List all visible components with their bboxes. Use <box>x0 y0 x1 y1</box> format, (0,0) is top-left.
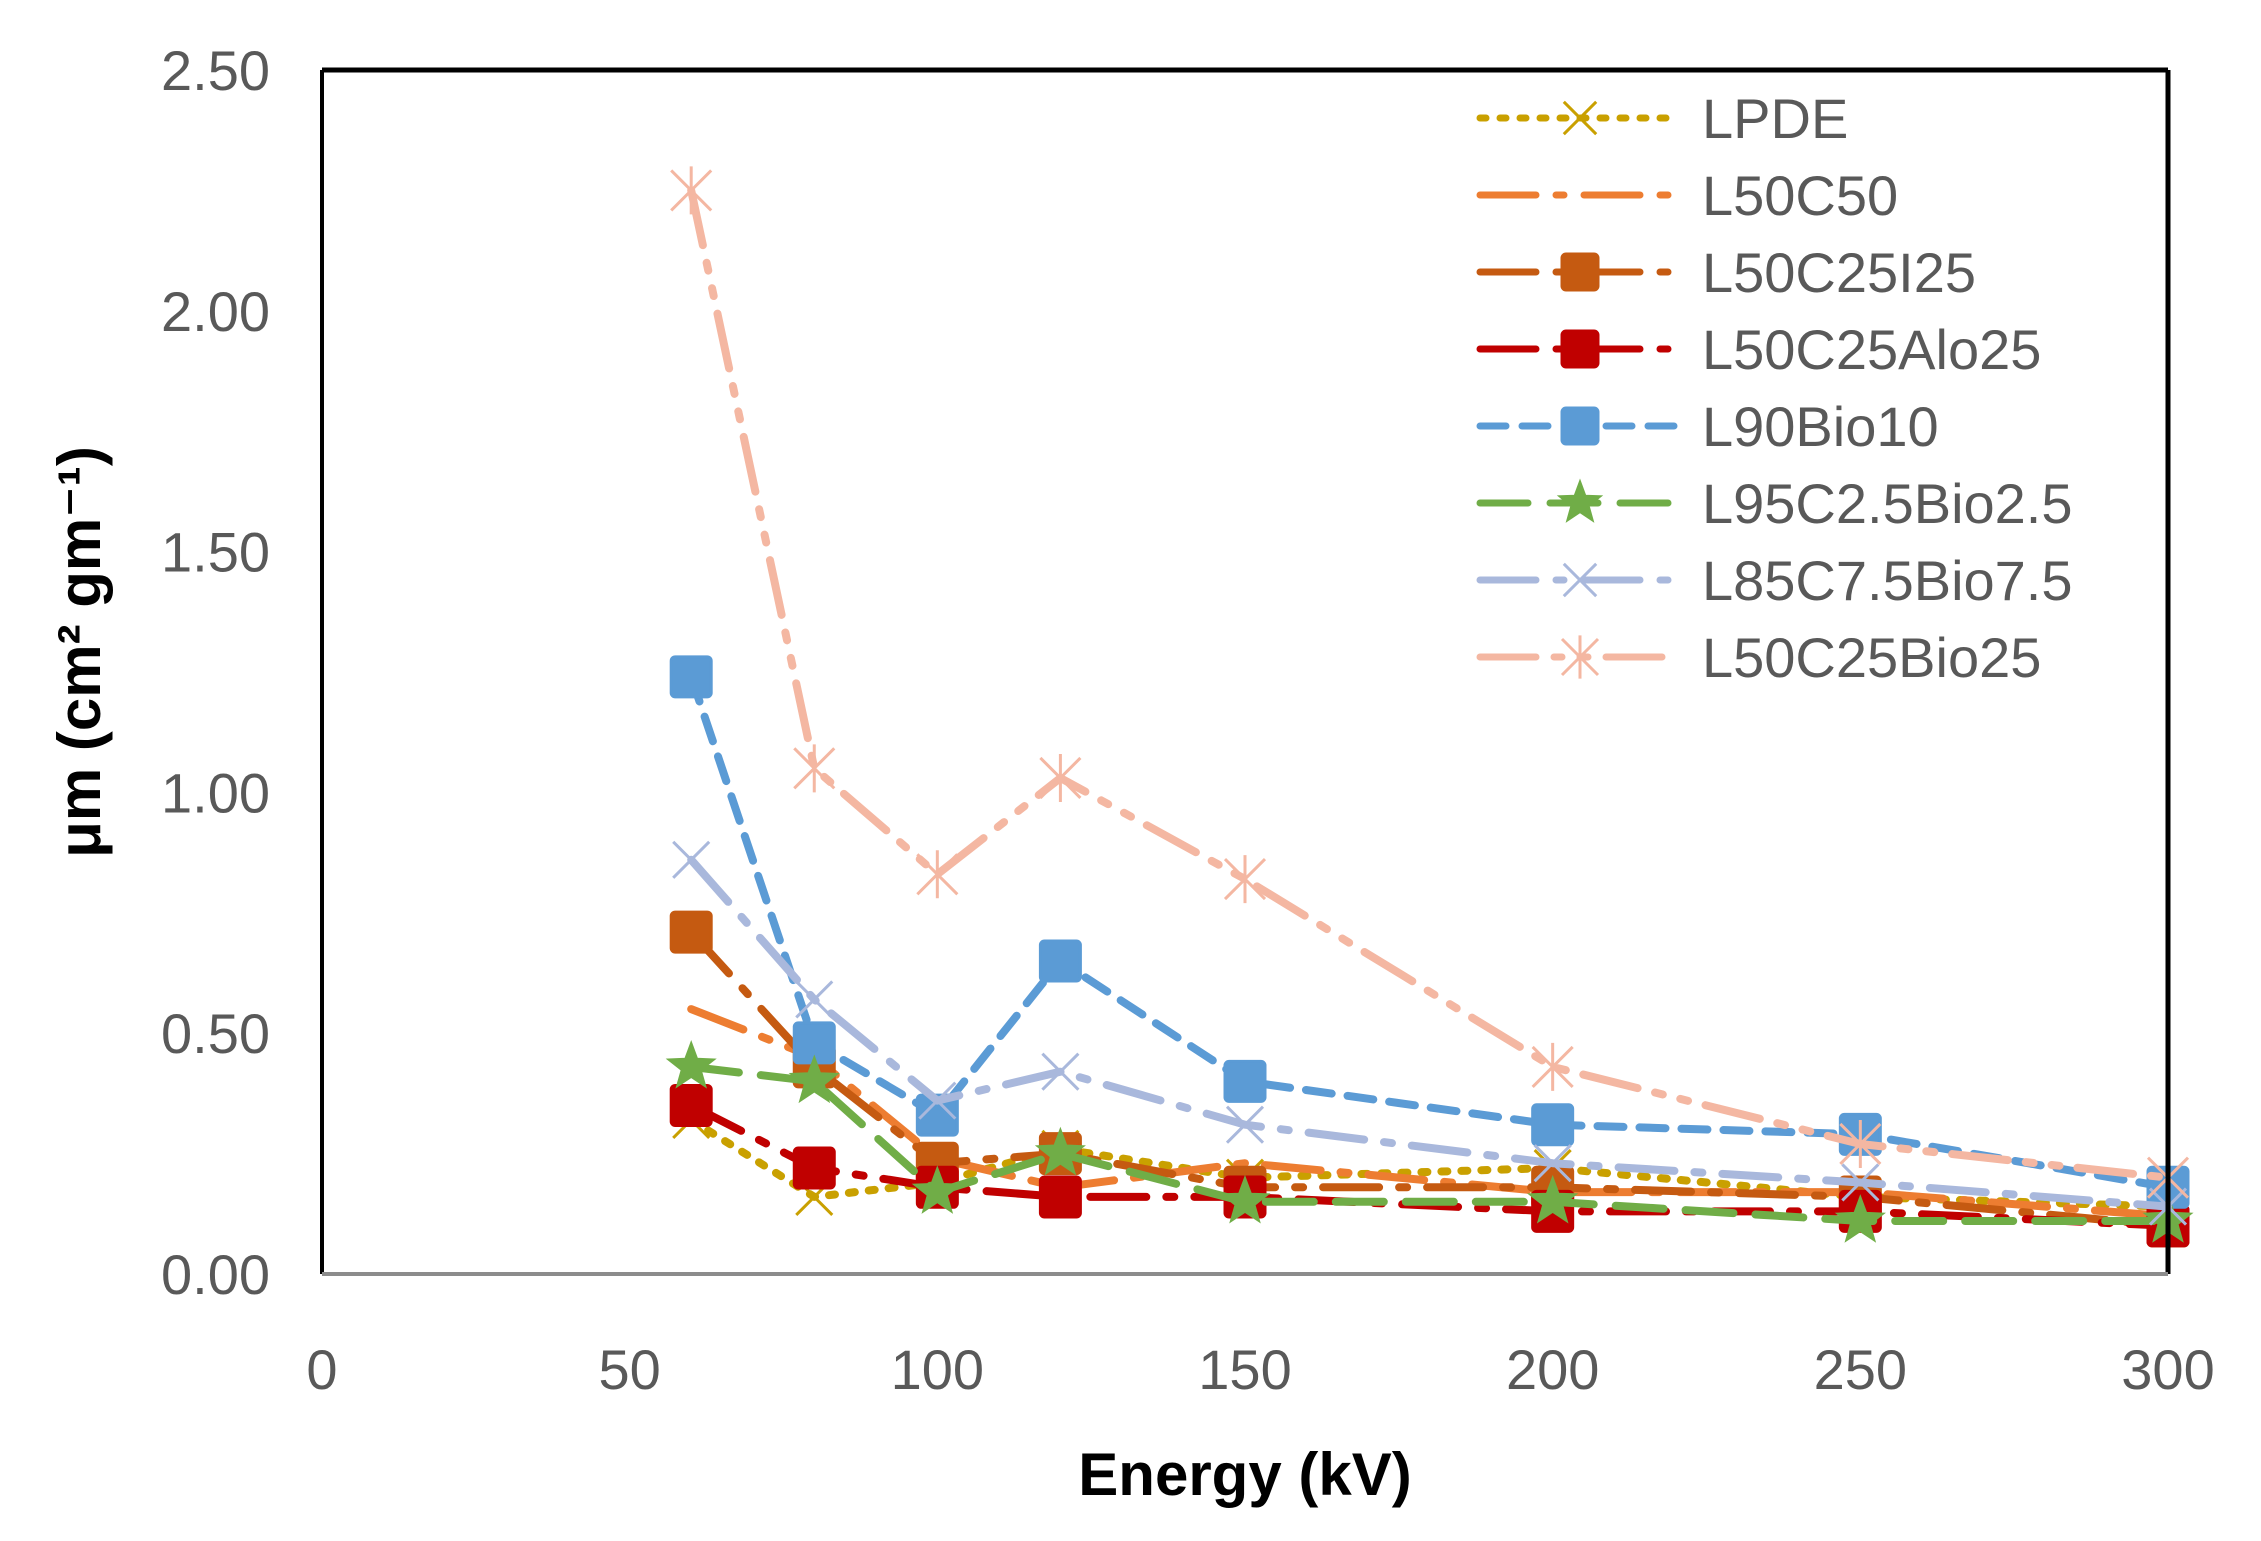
data-point <box>1041 1052 1080 1091</box>
y-tick-label: 0.50 <box>161 1002 270 1065</box>
legend-item: L50C50 <box>1476 164 1898 227</box>
data-point <box>793 744 836 793</box>
x-tick-label: 150 <box>1198 1338 1291 1401</box>
legend-marker <box>1560 329 1600 369</box>
data-point <box>916 850 959 899</box>
data-point <box>1038 939 1082 983</box>
legend: LPDE L50C50 L50C25I25 L50C25Alo25 L90Bio10 L9… <box>1476 87 2073 689</box>
legend-marker <box>1560 252 1600 292</box>
x-tick-label: 300 <box>2121 1338 2214 1401</box>
legend-label: L90Bio10 <box>1702 395 1939 458</box>
legend-item: L50C25I25 <box>1476 241 1976 304</box>
series-L50C25Bio25 <box>670 166 2190 1202</box>
data-point <box>670 166 713 215</box>
data-point <box>1223 855 1267 904</box>
axes <box>320 67 2171 1276</box>
legend-item: L50C25Bio25 <box>1476 626 2041 689</box>
data-point <box>669 1083 713 1127</box>
legend-label: L50C25I25 <box>1702 241 1976 304</box>
legend-label: L85C7.5Bio7.5 <box>1702 549 2073 612</box>
legend-label: L95C2.5Bio2.5 <box>1702 472 2073 535</box>
legend-label: LPDE <box>1702 87 1848 150</box>
legend-marker <box>1560 406 1600 446</box>
legend-item: L50C25Alo25 <box>1476 318 2041 381</box>
y-tick-label: 0.00 <box>161 1243 270 1306</box>
data-point <box>911 1165 963 1214</box>
series-L85C7.5Bio7.5 <box>672 840 2188 1226</box>
data-point <box>669 655 713 699</box>
x-tick-label: 100 <box>891 1338 984 1401</box>
data-point <box>1834 1194 1886 1243</box>
series-layer <box>665 166 2194 1248</box>
y-tick-label: 2.50 <box>161 39 270 102</box>
series-line <box>687 855 2172 1211</box>
data-point <box>1531 1103 1575 1147</box>
data-point <box>1225 1105 1265 1144</box>
data-point <box>795 980 834 1019</box>
series-line <box>687 186 2172 1182</box>
y-tick-label: 1.50 <box>161 521 270 584</box>
data-point <box>1527 1174 1579 1224</box>
data-point <box>792 1146 836 1190</box>
data-point <box>1839 1119 1882 1168</box>
legend-marker <box>1556 478 1604 523</box>
data-point <box>1034 1126 1086 1176</box>
data-point <box>1038 1175 1082 1219</box>
data-point <box>669 910 713 954</box>
legend-item: L85C7.5Bio7.5 <box>1476 549 2073 612</box>
x-axis-title: Energy (kV) <box>1078 1441 1411 1508</box>
series-line <box>687 1062 2172 1225</box>
legend-label: L50C50 <box>1702 164 1898 227</box>
y-tick-label: 2.00 <box>161 280 270 343</box>
data-point <box>672 840 711 879</box>
data-point <box>1841 1163 1880 1202</box>
data-point <box>1223 1059 1267 1103</box>
data-point <box>918 1081 957 1120</box>
data-point <box>1533 1144 1572 1183</box>
x-tick-label: 200 <box>1506 1338 1599 1401</box>
tick-labels: 0 50 100 150 200 250 300 0.00 0.50 1.00 1.50 2.00 2.… <box>161 39 2215 1401</box>
x-tick-label: 50 <box>599 1338 661 1401</box>
data-point <box>788 1054 840 1104</box>
legend-item: L90Bio10 <box>1476 395 1939 458</box>
data-point <box>1531 1042 1574 1091</box>
data-point <box>915 1093 959 1137</box>
data-point <box>1039 753 1082 802</box>
legend-item: L95C2.5Bio2.5 <box>1476 472 2073 535</box>
legend-marker <box>1562 100 1598 136</box>
data-point <box>1219 1174 1271 1224</box>
legend-marker <box>1562 562 1598 598</box>
x-tick-label: 0 <box>306 1338 337 1401</box>
y-axis-title: μm (cm² gm⁻¹) <box>46 446 113 858</box>
legend-item: LPDE <box>1476 87 1848 150</box>
legend-label: L50C25Bio25 <box>1702 626 2041 689</box>
data-point <box>665 1040 717 1089</box>
y-tick-label: 1.00 <box>161 761 270 824</box>
x-tick-label: 250 <box>1814 1338 1907 1401</box>
legend-label: L50C25Alo25 <box>1702 318 2041 381</box>
legend-marker <box>1560 635 1600 679</box>
